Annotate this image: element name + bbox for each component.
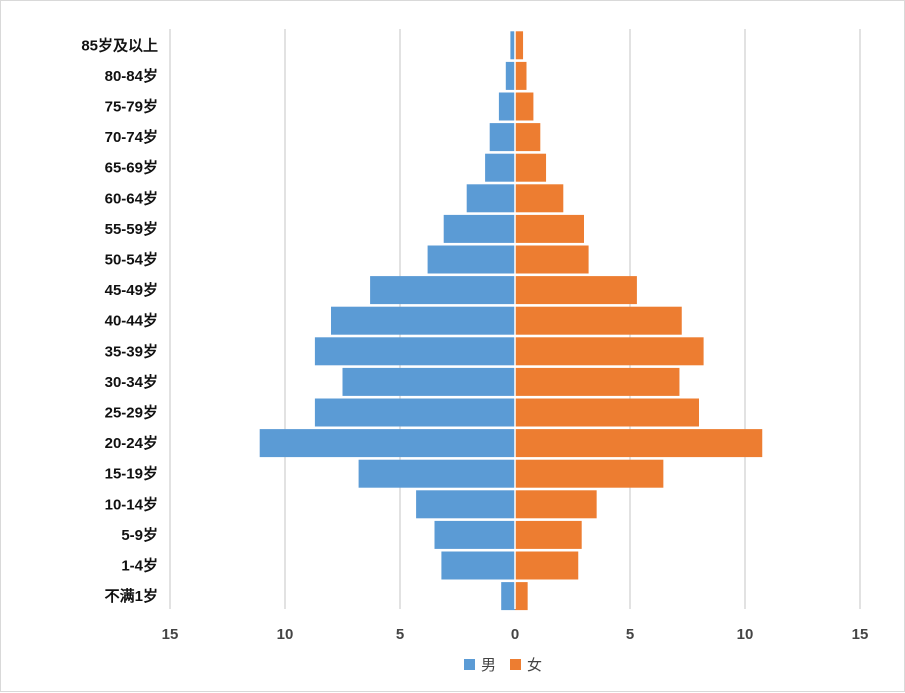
category-label: 5-9岁: [121, 526, 158, 544]
female-bar: [515, 31, 524, 60]
male-bar: [466, 184, 515, 213]
female-bar: [515, 214, 584, 243]
male-bar: [358, 459, 515, 488]
category-label: 25-29岁: [105, 404, 158, 422]
x-tick-label: 5: [626, 626, 634, 643]
male-bar: [314, 398, 515, 427]
female-bar: [515, 184, 564, 213]
category-label: 35-39岁: [105, 342, 158, 360]
female-bar: [515, 123, 541, 152]
category-label: 10-14岁: [105, 495, 158, 513]
category-label: 50-54岁: [105, 251, 158, 269]
female-bar: [515, 306, 682, 335]
category-label: 15-19岁: [105, 465, 158, 483]
male-bar: [434, 520, 515, 549]
male-bar: [342, 367, 515, 396]
male-bar: [259, 429, 515, 458]
female-bar: [515, 153, 547, 182]
category-label: 55-59岁: [105, 220, 158, 238]
male-bar: [443, 214, 515, 243]
female-bar: [515, 276, 637, 305]
category-label: 20-24岁: [105, 434, 158, 452]
male-bar: [485, 153, 515, 182]
female-bar: [515, 398, 699, 427]
x-tick-label: 10: [737, 626, 754, 643]
female-bar: [515, 245, 589, 274]
male-bar: [314, 337, 515, 366]
category-label: 1-4岁: [121, 557, 158, 575]
category-label: 70-74岁: [105, 128, 158, 146]
male-bar: [510, 31, 515, 60]
legend[interactable]: 男女: [464, 656, 542, 674]
category-label: 40-44岁: [105, 312, 158, 330]
male-bar: [489, 123, 515, 152]
x-tick-label: 15: [162, 626, 179, 643]
female-bar: [515, 490, 597, 519]
male-bar: [441, 551, 515, 580]
category-label: 65-69岁: [105, 159, 158, 177]
male-bar: [370, 276, 515, 305]
male-bar: [498, 92, 515, 121]
x-tick-label: 15: [852, 626, 869, 643]
x-tick-label: 10: [277, 626, 294, 643]
female-bar: [515, 429, 763, 458]
female-bar: [515, 367, 680, 396]
male-bar: [416, 490, 515, 519]
male-bar: [505, 61, 515, 90]
category-label: 60-64岁: [105, 189, 158, 207]
female-bar: [515, 459, 664, 488]
category-label: 75-79岁: [105, 98, 158, 116]
female-bar: [515, 92, 534, 121]
female-legend-label[interactable]: 女: [527, 656, 542, 674]
category-label: 45-49岁: [105, 281, 158, 299]
category-label: 80-84岁: [105, 67, 158, 85]
category-label: 85岁及以上: [81, 36, 158, 54]
x-tick-labels: 15 10 5 0 5 10 15: [162, 626, 869, 643]
female-bar: [515, 61, 527, 90]
category-label: 30-34岁: [105, 373, 158, 391]
female-bar: [515, 337, 704, 366]
female-bar: [515, 551, 579, 580]
category-labels: 85岁及以上 80-84岁 75-79岁 70-74岁 65-69岁 60-64岁 55-5…: [81, 36, 158, 605]
x-tick-label: 5: [396, 626, 404, 643]
bars: [259, 29, 763, 611]
male-bar: [427, 245, 515, 274]
female-bar: [515, 582, 528, 611]
male-legend-label[interactable]: 男: [481, 656, 496, 674]
female-legend-swatch[interactable]: [510, 659, 521, 670]
category-label: 不满1岁: [105, 587, 158, 605]
male-bar: [501, 582, 515, 611]
x-tick-label: 0: [511, 626, 519, 643]
female-bar: [515, 520, 582, 549]
male-legend-swatch[interactable]: [464, 659, 475, 670]
male-bar: [331, 306, 515, 335]
